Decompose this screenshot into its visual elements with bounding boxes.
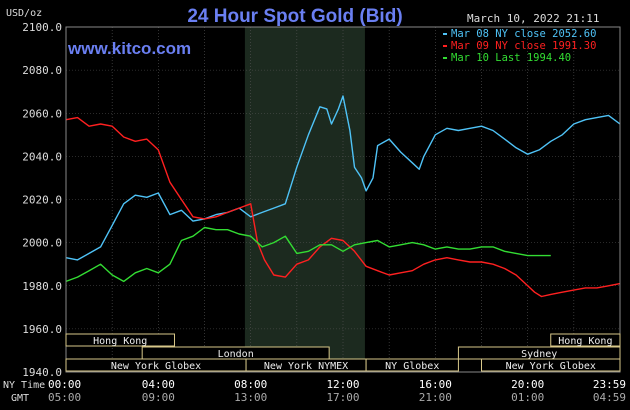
legend-swatch — [443, 57, 447, 59]
legend-swatch — [443, 33, 447, 35]
legend-label: Mar 08 NY close 2052.60 — [451, 28, 596, 40]
x-axis-nytime-label: NY Time — [3, 380, 45, 391]
y-tick-labels: 2100.0 2080.0 2060.0 2040.0 2020.0 2000.0 1980… — [22, 21, 62, 379]
x-tick-label-gmt: 01:00 — [511, 391, 544, 404]
y-tick-label: 2040.0 — [22, 150, 62, 163]
x-tick-label-gmt: 09:00 — [142, 391, 175, 404]
session-label: Hong Kong — [93, 336, 147, 347]
chart-datetime: March 10, 2022 21:11 — [467, 12, 599, 25]
y-tick-label: 1940.0 — [22, 366, 62, 379]
x-axis-gmt-label: GMT — [11, 393, 29, 404]
x-tick-label-gmt: 05:00 — [48, 391, 81, 404]
session-label: Hong Kong — [558, 336, 612, 347]
x-tick-label-nytime: 16:00 — [419, 378, 452, 391]
y-tick-label: 1960.0 — [22, 323, 62, 336]
x-tick-label-nytime: 23:59 — [593, 378, 626, 391]
x-tick-label-nytime: 08:00 — [234, 378, 267, 391]
session-label: New York Globex — [111, 361, 201, 372]
session-box — [550, 333, 621, 347]
y-tick-label: 2080.0 — [22, 64, 62, 77]
x-tick-label-nytime: 12:00 — [326, 378, 359, 391]
session-label: New York Globex — [506, 361, 596, 372]
session-box — [65, 333, 175, 347]
legend-swatch — [443, 45, 447, 47]
legend-label: Mar 10 Last 1994.40 — [451, 52, 571, 64]
session-box — [481, 358, 621, 372]
x-tick-label-gmt: 21:00 — [419, 391, 452, 404]
session-label: Sydney — [521, 349, 557, 360]
x-tick-label-nytime: 00:00 — [48, 378, 81, 391]
series-lines — [65, 95, 621, 298]
session-box — [365, 358, 459, 372]
x-tick-label-gmt: 04:59 — [593, 391, 626, 404]
x-tick-label-gmt: 13:00 — [234, 391, 267, 404]
x-tick-label-nytime: 20:00 — [511, 378, 544, 391]
x-tick-label-nytime: 04:00 — [142, 378, 175, 391]
y-tick-label: 2000.0 — [22, 237, 62, 250]
watermark: www.kitco.com — [67, 39, 191, 58]
series-line — [65, 116, 621, 298]
session-label: NY Globex — [385, 361, 439, 372]
x-tick-label-gmt: 17:00 — [326, 391, 359, 404]
series-line — [65, 226, 551, 283]
y-tick-label: 1980.0 — [22, 280, 62, 293]
session-label: New York NYMEX — [264, 361, 348, 372]
y-tick-label: 2100.0 — [22, 21, 62, 34]
session-label: London — [218, 349, 254, 360]
series-line — [65, 95, 621, 261]
y-tick-label: 2020.0 — [22, 194, 62, 207]
y-axis-label: USD/oz — [6, 8, 42, 19]
nymex-session-band — [244, 27, 365, 372]
y-tick-label: 2060.0 — [22, 107, 62, 120]
chart-title: 24 Hour Spot Gold (Bid) — [187, 6, 402, 27]
plot-border — [65, 26, 621, 373]
legend-label: Mar 09 NY close 1991.30 — [451, 40, 596, 52]
